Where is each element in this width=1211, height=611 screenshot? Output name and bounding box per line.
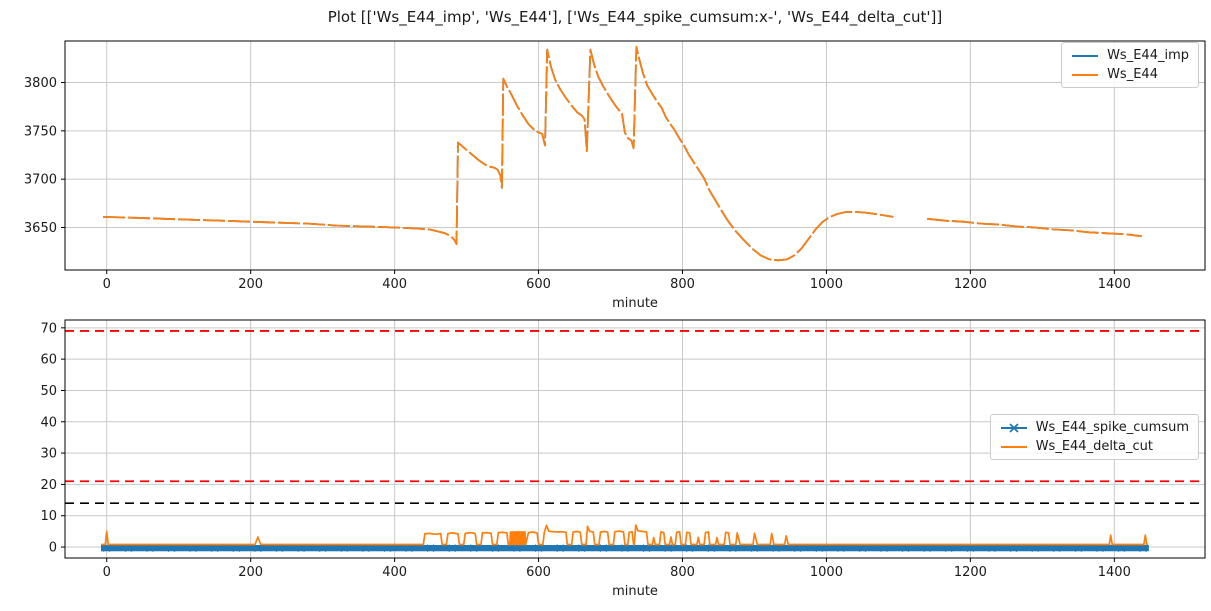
series-Ws_E44 xyxy=(927,217,1142,238)
y-tick-label: 70 xyxy=(40,321,57,336)
y-tick-label: 3650 xyxy=(24,221,57,236)
series-Ws_E44_delta_cut xyxy=(101,524,1149,546)
legend-bottom: Ws_E44_spike_cumsum Ws_E44_delta_cut xyxy=(989,414,1199,460)
y-tick-label: 30 xyxy=(40,447,57,462)
y-tick-label: 3800 xyxy=(24,76,57,91)
x-tick-label: 400 xyxy=(382,277,407,292)
y-tick-label: 40 xyxy=(40,415,57,430)
line-swatch-icon xyxy=(1072,73,1099,76)
x-markers xyxy=(102,544,1147,552)
line-swatch-icon xyxy=(1000,445,1027,448)
legend-entry: Ws_E44_spike_cumsum xyxy=(999,420,1189,435)
x-tick-label: 1400 xyxy=(1098,277,1131,292)
x-axis-label: minute xyxy=(612,296,658,311)
legend-entry: Ws_E44_imp xyxy=(1070,48,1189,63)
x-tick-label: 1000 xyxy=(810,277,843,292)
x-axis-label: minute xyxy=(612,584,658,599)
legend-top: Ws_E44_imp Ws_E44 xyxy=(1061,42,1199,88)
y-tick-label: 10 xyxy=(40,509,57,524)
legend-entry: Ws_E44_delta_cut xyxy=(999,439,1189,454)
top-plot: 0 200 400 600 800 1000 1200 1400 3650 3700 3750 380… xyxy=(24,40,1206,311)
series-Ws_E44 xyxy=(103,45,894,262)
legend-label: Ws_E44_imp xyxy=(1107,48,1189,63)
axes-frame xyxy=(64,40,1206,271)
x-tick-label: 1400 xyxy=(1098,565,1131,580)
line-swatch-icon xyxy=(1072,54,1099,57)
x-tick-label: 1200 xyxy=(954,565,987,580)
x-tick-label: 800 xyxy=(670,277,695,292)
bottom-plot: 0 200 400 600 800 1000 1200 1400 0 10 20 30 40 50 60 70… xyxy=(40,319,1206,599)
x-tick-label: 1200 xyxy=(954,277,987,292)
y-tick-label: 20 xyxy=(40,478,57,493)
x-tick-label: 0 xyxy=(103,565,111,580)
y-tick-label: 3750 xyxy=(24,124,57,139)
chart-title: Plot [['Ws_E44_imp', 'Ws_E44'], ['Ws_E44… xyxy=(327,8,943,26)
y-tick-label: 50 xyxy=(40,384,57,399)
x-tick-label: 1000 xyxy=(810,565,843,580)
legend-entry: Ws_E44 xyxy=(1070,67,1189,82)
x-tick-label: 0 xyxy=(103,277,111,292)
series-Ws_E44_imp xyxy=(103,45,894,262)
x-tick-label: 400 xyxy=(382,565,407,580)
y-tick-label: 0 xyxy=(49,541,57,556)
legend-label: Ws_E44_delta_cut xyxy=(1035,439,1153,454)
axes-frame xyxy=(64,319,1206,559)
x-tick-label: 800 xyxy=(670,565,695,580)
legend-label: Ws_E44_spike_cumsum xyxy=(1035,420,1189,435)
line-x-marker-swatch-icon xyxy=(1000,422,1027,433)
y-tick-label: 60 xyxy=(40,353,57,368)
x-tick-label: 600 xyxy=(526,277,551,292)
legend-label: Ws_E44 xyxy=(1107,67,1158,82)
x-tick-label: 600 xyxy=(526,565,551,580)
x-tick-label: 200 xyxy=(238,277,263,292)
x-tick-label: 200 xyxy=(238,565,263,580)
y-tick-label: 3700 xyxy=(24,173,57,188)
